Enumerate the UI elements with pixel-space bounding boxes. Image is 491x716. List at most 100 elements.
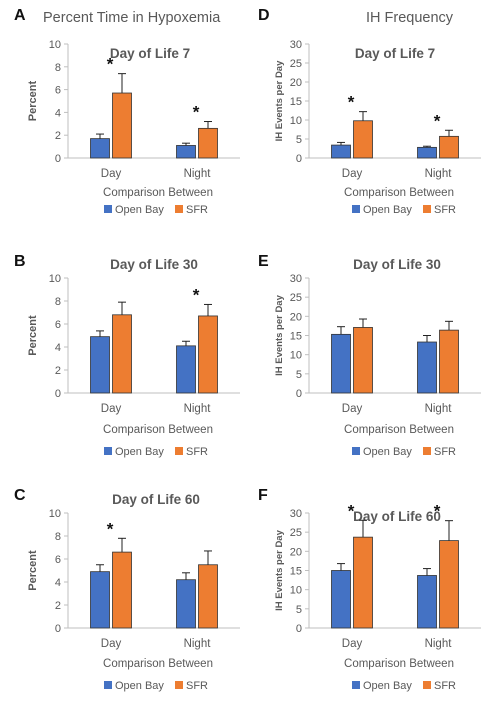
- chart-title: Day of Life 30: [110, 257, 198, 272]
- y-tick-label: 15: [290, 566, 302, 578]
- y-tick-label: 0: [55, 623, 61, 635]
- panel-letter: D: [258, 7, 270, 24]
- legend-label-sfr: SFR: [434, 204, 456, 216]
- y-tick-label: 4: [55, 107, 61, 119]
- legend-swatch-sfr: [423, 447, 431, 455]
- column-title-right: IH Frequency: [366, 10, 454, 26]
- y-tick-label: 10: [290, 115, 302, 127]
- legend-label-sfr: SFR: [434, 446, 456, 458]
- x-axis-label: Comparison Between: [103, 658, 213, 670]
- legend-swatch-open-bay: [352, 681, 360, 689]
- x-tick-label: Night: [184, 638, 212, 650]
- significance-star: *: [434, 502, 441, 521]
- y-tick-label: 0: [296, 153, 302, 165]
- x-tick-label: Day: [101, 638, 122, 650]
- y-tick-label: 4: [55, 342, 61, 354]
- x-axis-label: Comparison Between: [103, 187, 213, 199]
- bar-sfr-night: [198, 315, 218, 394]
- y-tick-label: 8: [55, 62, 61, 74]
- x-tick-label: Day: [342, 638, 363, 650]
- x-tick-label: Night: [184, 168, 212, 180]
- bar-open-bay-night: [176, 145, 196, 159]
- significance-star: *: [193, 103, 200, 122]
- x-tick-label: Day: [101, 403, 122, 415]
- bar-open-bay-night: [417, 341, 437, 394]
- legend-label-open-bay: Open Bay: [363, 680, 412, 692]
- bar-open-bay-night: [417, 146, 437, 159]
- chart-panel-d: D Day of Life 7 0 5 10 15 20 25 30 IH Events per …: [258, 7, 481, 216]
- bar-sfr-day: [112, 92, 132, 159]
- significance-star: *: [348, 501, 355, 520]
- bar-open-bay-day: [90, 138, 110, 159]
- y-tick-label: 2: [55, 600, 61, 612]
- x-tick-label: Night: [425, 403, 453, 415]
- bar-sfr-night: [439, 135, 459, 159]
- bar-open-bay-day: [331, 570, 351, 629]
- x-tick-label: Night: [425, 638, 453, 650]
- legend-swatch-open-bay: [104, 447, 112, 455]
- y-axis-label: IH Events per Day: [274, 529, 285, 610]
- bar-open-bay-night: [417, 575, 437, 629]
- chart-title: Day of Life 7: [355, 46, 435, 61]
- y-tick-label: 15: [290, 96, 302, 108]
- chart-panel-e: E Day of Life 30 0 5 10 15 20 25 30 IH Events per…: [258, 253, 481, 458]
- significance-star: *: [107, 55, 114, 74]
- legend-label-open-bay: Open Bay: [115, 446, 164, 458]
- y-tick-label: 10: [290, 585, 302, 597]
- bar-open-bay-night: [176, 579, 196, 629]
- chart-panel-a: A Day of Life 7 0 2 4 6 8 10 Percent * Day * Night Co…: [14, 7, 240, 216]
- y-tick-label: 6: [55, 85, 61, 97]
- y-tick-label: 0: [55, 388, 61, 400]
- legend-swatch-sfr: [175, 447, 183, 455]
- y-tick-label: 25: [290, 292, 302, 304]
- bar-open-bay-day: [331, 144, 351, 159]
- bar-sfr-night: [439, 329, 459, 394]
- legend-label-sfr: SFR: [186, 446, 208, 458]
- bar-sfr-day: [353, 120, 373, 159]
- bar-open-bay-day: [90, 571, 110, 629]
- x-axis-label: Comparison Between: [103, 424, 213, 436]
- x-tick-label: Day: [342, 403, 363, 415]
- bar-sfr-day: [112, 551, 132, 629]
- chart-panel-c: C Day of Life 60 0 2 4 6 8 10 Percent * Day Night Co…: [14, 487, 240, 692]
- x-tick-label: Day: [342, 168, 363, 180]
- chart-title: Day of Life 7: [110, 46, 190, 61]
- legend-swatch-sfr: [175, 205, 183, 213]
- bar-sfr-day: [353, 327, 373, 394]
- y-tick-label: 20: [290, 77, 302, 89]
- y-tick-label: 8: [55, 531, 61, 543]
- x-tick-label: Night: [184, 403, 212, 415]
- y-tick-label: 5: [296, 369, 302, 381]
- bar-open-bay-day: [90, 336, 110, 394]
- y-tick-label: 25: [290, 527, 302, 539]
- y-axis-label: Percent: [27, 80, 39, 121]
- panel-letter: A: [14, 7, 26, 24]
- x-tick-label: Day: [101, 168, 122, 180]
- y-tick-label: 30: [290, 508, 302, 520]
- y-tick-label: 10: [290, 350, 302, 362]
- significance-star: *: [348, 93, 355, 112]
- legend-label-open-bay: Open Bay: [115, 680, 164, 692]
- bar-sfr-day: [112, 314, 132, 394]
- y-tick-label: 15: [290, 331, 302, 343]
- significance-star: *: [107, 519, 114, 538]
- y-tick-label: 30: [290, 273, 302, 285]
- y-tick-label: 20: [290, 311, 302, 323]
- y-axis-label: IH Events per Day: [274, 60, 285, 141]
- chart-panel-b: B Day of Life 30 0 2 4 6 8 10 Percent Day * Night Co…: [14, 253, 240, 458]
- x-axis-label: Comparison Between: [344, 658, 454, 670]
- y-tick-label: 0: [296, 623, 302, 635]
- y-tick-label: 10: [49, 273, 61, 285]
- legend-swatch-open-bay: [104, 681, 112, 689]
- chart-title: Day of Life 60: [112, 492, 200, 507]
- legend-label-sfr: SFR: [186, 204, 208, 216]
- y-tick-label: 5: [296, 134, 302, 146]
- x-axis-label: Comparison Between: [344, 187, 454, 199]
- bar-open-bay-day: [331, 333, 351, 394]
- bar-open-bay-night: [176, 345, 196, 394]
- legend-label-sfr: SFR: [186, 680, 208, 692]
- y-axis-label: IH Events per Day: [274, 294, 285, 375]
- legend-swatch-open-bay: [104, 205, 112, 213]
- y-tick-label: 30: [290, 39, 302, 51]
